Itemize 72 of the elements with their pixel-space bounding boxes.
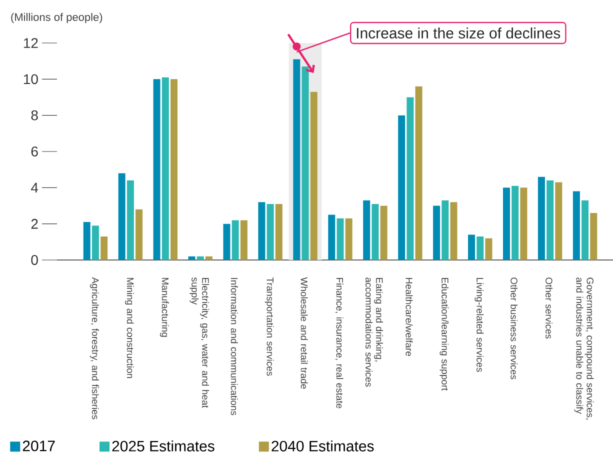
- bar: [450, 202, 458, 260]
- legend-label: 2040 Estimates: [272, 440, 374, 452]
- bar: [555, 182, 562, 260]
- bar: [100, 236, 108, 260]
- x-tick-label: Information and communications: [230, 278, 238, 416]
- x-tick-label: Other services: [546, 278, 553, 339]
- bar: [415, 86, 422, 260]
- bar: [485, 238, 492, 260]
- bar: [170, 79, 178, 260]
- bar: [363, 200, 370, 260]
- y-tick-label: 10: [24, 74, 38, 84]
- x-tick-label: Electricity, gas, water and heat supply: [190, 277, 210, 408]
- x-tick-label: Transportation services: [264, 277, 274, 376]
- bar: [572, 191, 580, 260]
- y-tick-label: 8: [31, 110, 38, 120]
- bar: [328, 214, 336, 260]
- bar: [336, 218, 344, 260]
- x-tick-label: Education/learning support: [440, 278, 449, 391]
- x-tick-label: Mining and construction: [125, 278, 134, 378]
- x-tick-label: Wholesale and retail trade: [300, 277, 308, 389]
- bar: [345, 218, 352, 260]
- bar: [302, 66, 309, 260]
- x-tick-label: Living-related services: [474, 278, 484, 372]
- y-tick-label: 6: [31, 146, 38, 156]
- bar: [223, 224, 230, 260]
- y-tick-label: 4: [30, 182, 38, 192]
- bar: [433, 206, 440, 260]
- x-tick-label: Eating and drinking, accommodations services: [365, 278, 383, 387]
- bar: [546, 180, 554, 260]
- bar: [232, 220, 239, 260]
- bar: [442, 200, 449, 260]
- bar: [476, 236, 484, 260]
- bar: [258, 202, 266, 260]
- bar: [310, 92, 318, 260]
- y-tick-label: 0: [31, 255, 38, 265]
- bar: [582, 200, 589, 260]
- bar: [205, 256, 212, 260]
- y-axis-title: (Millions of people): [11, 12, 102, 24]
- x-tick-label: Manufacturing: [160, 278, 169, 337]
- bar: [538, 176, 545, 260]
- bar: [196, 256, 204, 260]
- bar: [468, 234, 476, 260]
- text: Increase in the size of declines: [356, 27, 560, 38]
- bar: [406, 97, 414, 260]
- bar: [240, 220, 248, 260]
- y-tick-label: 2: [31, 218, 38, 229]
- bar: [118, 173, 126, 260]
- x-tick-label: Agriculture, forestry, and fisheries: [90, 277, 99, 420]
- legend-label: 2017: [22, 440, 55, 452]
- legend-label: 2025 Estimates: [112, 440, 214, 452]
- bar: [188, 256, 196, 260]
- x-tick-label: Government, compound services, and industries unable to classify: [574, 278, 594, 420]
- bar: [502, 188, 510, 260]
- bar: [83, 222, 90, 260]
- bar: [92, 226, 99, 260]
- bar: [126, 180, 134, 260]
- bar: [266, 204, 274, 260]
- x-tick-label: Healthcare/welfare: [406, 278, 413, 356]
- bar: [398, 115, 406, 260]
- bar: [380, 206, 388, 260]
- bar: [162, 77, 169, 260]
- bar: [512, 186, 519, 260]
- bar: [520, 188, 528, 260]
- x-tick-label: Other business services: [510, 278, 518, 380]
- x-tick-label: Finance, insurance, real estate: [335, 278, 344, 408]
- bar: [275, 204, 282, 260]
- bar: [372, 204, 379, 260]
- bar: [293, 59, 300, 260]
- bar: [136, 209, 143, 260]
- bar: [590, 212, 598, 260]
- bar: [153, 79, 160, 260]
- y-tick-label: 12: [24, 38, 38, 48]
